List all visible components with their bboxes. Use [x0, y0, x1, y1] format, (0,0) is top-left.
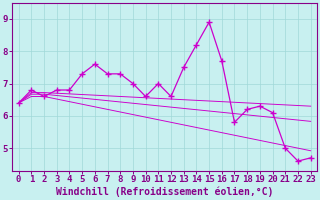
X-axis label: Windchill (Refroidissement éolien,°C): Windchill (Refroidissement éolien,°C) [56, 187, 273, 197]
